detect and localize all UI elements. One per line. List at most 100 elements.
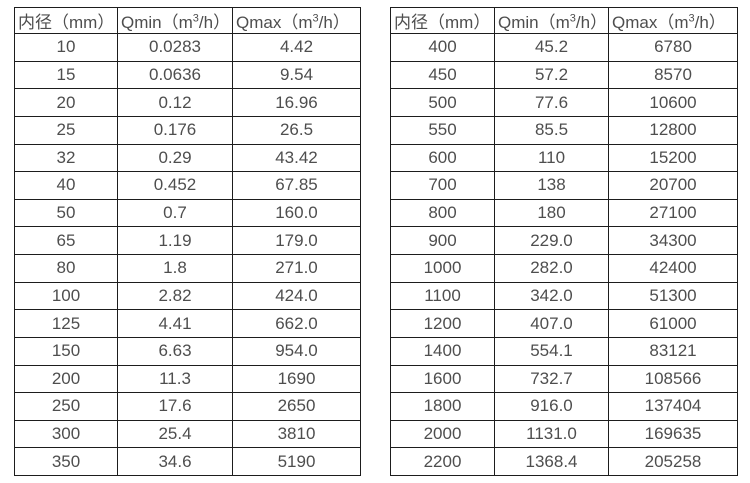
table-row: 100 2.82 424.0 bbox=[14, 281, 361, 311]
data-cell: 180 bbox=[494, 198, 609, 228]
data-cell: 77.6 bbox=[494, 88, 609, 117]
table-row: 250 17.6 2650 bbox=[14, 392, 361, 421]
data-cell: 916.0 bbox=[494, 392, 609, 421]
data-cell: 17.6 bbox=[117, 392, 233, 421]
table-row: 50 0.7 160.0 bbox=[14, 198, 361, 228]
data-cell: 900 bbox=[390, 226, 495, 255]
data-cell: 1131.0 bbox=[494, 419, 609, 449]
table-row: 450 57.2 8570 bbox=[390, 60, 738, 90]
data-cell: 110 bbox=[494, 143, 609, 173]
table-row: 200 11.3 1690 bbox=[14, 364, 361, 394]
data-cell: 25.4 bbox=[117, 419, 233, 449]
table-row: 1100 342.0 51300 bbox=[390, 281, 738, 311]
data-cell: 5190 bbox=[232, 447, 361, 476]
data-cell: 67.85 bbox=[232, 171, 361, 200]
data-cell: 954.0 bbox=[232, 336, 361, 366]
data-cell: 0.176 bbox=[117, 115, 233, 145]
data-cell: 32 bbox=[14, 143, 118, 173]
data-cell: 400 bbox=[390, 33, 495, 62]
data-cell: 350 bbox=[14, 447, 118, 476]
data-cell: 6780 bbox=[608, 33, 738, 62]
data-cell: 700 bbox=[390, 171, 495, 200]
data-cell: 43.42 bbox=[232, 143, 361, 173]
flow-spec-table-large-diameters: 内径（mm） Qmin（m3/h） Qmax（m3/h） 400 45.2 6780… bbox=[390, 7, 738, 476]
header-label: Qmax（m bbox=[236, 13, 313, 32]
data-cell: 271.0 bbox=[232, 254, 361, 283]
data-cell: 450 bbox=[390, 60, 495, 90]
data-cell: 0.452 bbox=[117, 171, 233, 200]
table-row: 800 180 27100 bbox=[390, 198, 738, 228]
table-row: 350 34.6 5190 bbox=[14, 447, 361, 476]
data-cell: 2650 bbox=[232, 392, 361, 421]
data-cell: 150 bbox=[14, 336, 118, 366]
table-row: 10 0.0283 4.42 bbox=[14, 33, 361, 62]
data-cell: 20700 bbox=[608, 171, 738, 200]
header-label: Qmax（m bbox=[612, 13, 689, 32]
header-label: /h） bbox=[318, 13, 350, 32]
header-label: 内径（mm） bbox=[18, 13, 115, 32]
data-cell: 229.0 bbox=[494, 226, 609, 255]
table-header: 内径（mm） Qmin（m3/h） Qmax（m3/h） bbox=[14, 7, 361, 34]
data-cell: 0.7 bbox=[117, 198, 233, 228]
data-cell: 250 bbox=[14, 392, 118, 421]
header-cell-qmin: Qmin（m3/h） bbox=[117, 7, 233, 34]
table-row: 25 0.176 26.5 bbox=[14, 115, 361, 145]
data-cell: 1600 bbox=[390, 364, 495, 394]
data-cell: 0.0636 bbox=[117, 60, 233, 90]
data-cell: 1690 bbox=[232, 364, 361, 394]
data-cell: 27100 bbox=[608, 198, 738, 228]
data-cell: 800 bbox=[390, 198, 495, 228]
table-row: 1600 732.7 108566 bbox=[390, 364, 738, 394]
data-cell: 1400 bbox=[390, 336, 495, 366]
table-row: 65 1.19 179.0 bbox=[14, 226, 361, 255]
data-cell: 1368.4 bbox=[494, 447, 609, 476]
data-cell: 732.7 bbox=[494, 364, 609, 394]
data-cell: 40 bbox=[14, 171, 118, 200]
table-body: 10 0.0283 4.42 15 0.0636 9.54 20 0.12 16.96 25 0.1… bbox=[14, 33, 361, 476]
header-label: /h） bbox=[198, 13, 231, 32]
data-cell: 138 bbox=[494, 171, 609, 200]
data-cell: 2.82 bbox=[117, 281, 233, 311]
table-row: 300 25.4 3810 bbox=[14, 419, 361, 449]
header-cell-diameter: 内径（mm） bbox=[390, 7, 495, 34]
data-cell: 3810 bbox=[232, 419, 361, 449]
data-cell: 61000 bbox=[608, 309, 738, 338]
data-cell: 179.0 bbox=[232, 226, 361, 255]
header-label: /h） bbox=[575, 13, 608, 32]
header-cell-qmax: Qmax（m3/h） bbox=[608, 7, 738, 34]
header-cell-qmin: Qmin（m3/h） bbox=[494, 7, 609, 34]
table-row: 1800 916.0 137404 bbox=[390, 392, 738, 421]
header-label: 内径（mm） bbox=[394, 13, 491, 32]
data-cell: 1100 bbox=[390, 281, 495, 311]
data-cell: 200 bbox=[14, 364, 118, 394]
data-cell: 15200 bbox=[608, 143, 738, 173]
data-cell: 34.6 bbox=[117, 447, 233, 476]
data-cell: 34300 bbox=[608, 226, 738, 255]
table-header: 内径（mm） Qmin（m3/h） Qmax（m3/h） bbox=[390, 7, 738, 34]
superscript-3: 3 bbox=[688, 12, 695, 25]
table-row: 900 229.0 34300 bbox=[390, 226, 738, 255]
data-cell: 2200 bbox=[390, 447, 495, 476]
data-cell: 1.8 bbox=[117, 254, 233, 283]
data-cell: 11.3 bbox=[117, 364, 233, 394]
data-cell: 20 bbox=[14, 88, 118, 117]
table-row: 15 0.0636 9.54 bbox=[14, 60, 361, 90]
data-cell: 65 bbox=[14, 226, 118, 255]
data-cell: 85.5 bbox=[494, 115, 609, 145]
superscript-3: 3 bbox=[312, 12, 319, 25]
data-cell: 662.0 bbox=[232, 309, 361, 338]
data-cell: 205258 bbox=[608, 447, 738, 476]
data-cell: 6.63 bbox=[117, 336, 233, 366]
data-cell: 407.0 bbox=[494, 309, 609, 338]
data-cell: 2000 bbox=[390, 419, 495, 449]
data-cell: 500 bbox=[390, 88, 495, 117]
data-cell: 160.0 bbox=[232, 198, 361, 228]
table-row: 2000 1131.0 169635 bbox=[390, 419, 738, 449]
data-cell: 0.29 bbox=[117, 143, 233, 173]
header-label: /h） bbox=[694, 13, 726, 32]
table-body: 400 45.2 6780 450 57.2 8570 500 77.6 10600 550 85.… bbox=[390, 33, 738, 476]
table-row: 550 85.5 12800 bbox=[390, 115, 738, 145]
header-cell-qmax: Qmax（m3/h） bbox=[232, 7, 361, 34]
data-cell: 550 bbox=[390, 115, 495, 145]
data-cell: 8570 bbox=[608, 60, 738, 90]
